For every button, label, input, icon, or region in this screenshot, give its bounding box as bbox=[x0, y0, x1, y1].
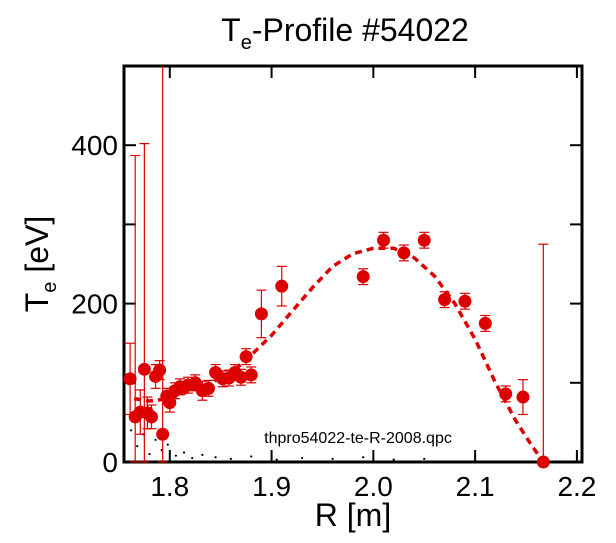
raw-dot bbox=[174, 454, 178, 457]
raw-dot bbox=[148, 452, 151, 456]
y-tick-label: 400 bbox=[71, 130, 118, 161]
y-axis-label-rest: [eV] bbox=[19, 216, 55, 282]
raw-dot bbox=[423, 457, 426, 460]
data-point bbox=[438, 293, 452, 307]
chart-title-rest: -Profile #54022 bbox=[252, 12, 469, 48]
x-axis-label: R [m] bbox=[315, 497, 391, 533]
raw-dot bbox=[191, 456, 194, 460]
data-point bbox=[275, 279, 289, 293]
data-point bbox=[458, 294, 472, 308]
data-point bbox=[516, 390, 530, 404]
data-point bbox=[478, 316, 492, 330]
filename-annotation: thpro54022-te-R-2008.qpc bbox=[264, 430, 452, 447]
x-tick-label: 2.2 bbox=[557, 471, 596, 502]
data-point bbox=[356, 270, 370, 284]
raw-dot bbox=[166, 443, 169, 446]
raw-dot bbox=[130, 429, 133, 432]
chart-title-main: T bbox=[221, 12, 241, 48]
data-point bbox=[163, 396, 177, 410]
data-point bbox=[153, 363, 167, 377]
raw-dot bbox=[182, 451, 186, 454]
data-point bbox=[377, 233, 391, 247]
plot-frame bbox=[122, 64, 584, 464]
raw-dot bbox=[392, 458, 395, 461]
raw-dot bbox=[214, 456, 217, 459]
x-tick-label: 1.8 bbox=[150, 471, 189, 502]
chart-title: Te-Profile #54022 bbox=[221, 12, 469, 54]
data-point bbox=[499, 387, 513, 401]
data-points bbox=[123, 233, 550, 469]
x-tick-label: 2.0 bbox=[354, 471, 393, 502]
x-tick-label: 2.1 bbox=[456, 471, 495, 502]
raw-dot bbox=[275, 458, 278, 461]
tick-labels: 1.8 1.9 2.0 2.1 2.2 0 200 400 bbox=[71, 130, 596, 502]
data-point bbox=[536, 455, 550, 469]
data-point bbox=[156, 427, 170, 441]
chart-title-subscript: e bbox=[241, 32, 252, 54]
raw-dot bbox=[301, 456, 304, 460]
axis-ticks bbox=[124, 66, 582, 463]
data-point bbox=[244, 368, 258, 382]
raw-dot bbox=[362, 456, 365, 459]
y-tick-label: 200 bbox=[71, 289, 118, 320]
raw-dot bbox=[201, 453, 204, 456]
data-point bbox=[234, 370, 248, 384]
y-axis-label-subscript: e bbox=[39, 282, 61, 293]
x-tick-label: 1.9 bbox=[252, 471, 291, 502]
y-axis-label: Te [eV] bbox=[19, 216, 61, 312]
raw-dot bbox=[154, 438, 157, 441]
data-point bbox=[417, 233, 431, 247]
data-point bbox=[397, 246, 411, 260]
raw-dot bbox=[250, 455, 253, 458]
data-point bbox=[201, 381, 215, 395]
data-point bbox=[144, 410, 158, 424]
raw-dot bbox=[229, 457, 232, 460]
data-point bbox=[137, 362, 151, 376]
y-tick-label: 0 bbox=[102, 447, 118, 478]
raw-dot bbox=[331, 457, 334, 460]
y-axis-label-main: T bbox=[19, 293, 55, 313]
data-point bbox=[123, 372, 137, 386]
raw-dot bbox=[136, 445, 139, 448]
data-point bbox=[254, 307, 268, 321]
data-point bbox=[239, 350, 253, 364]
